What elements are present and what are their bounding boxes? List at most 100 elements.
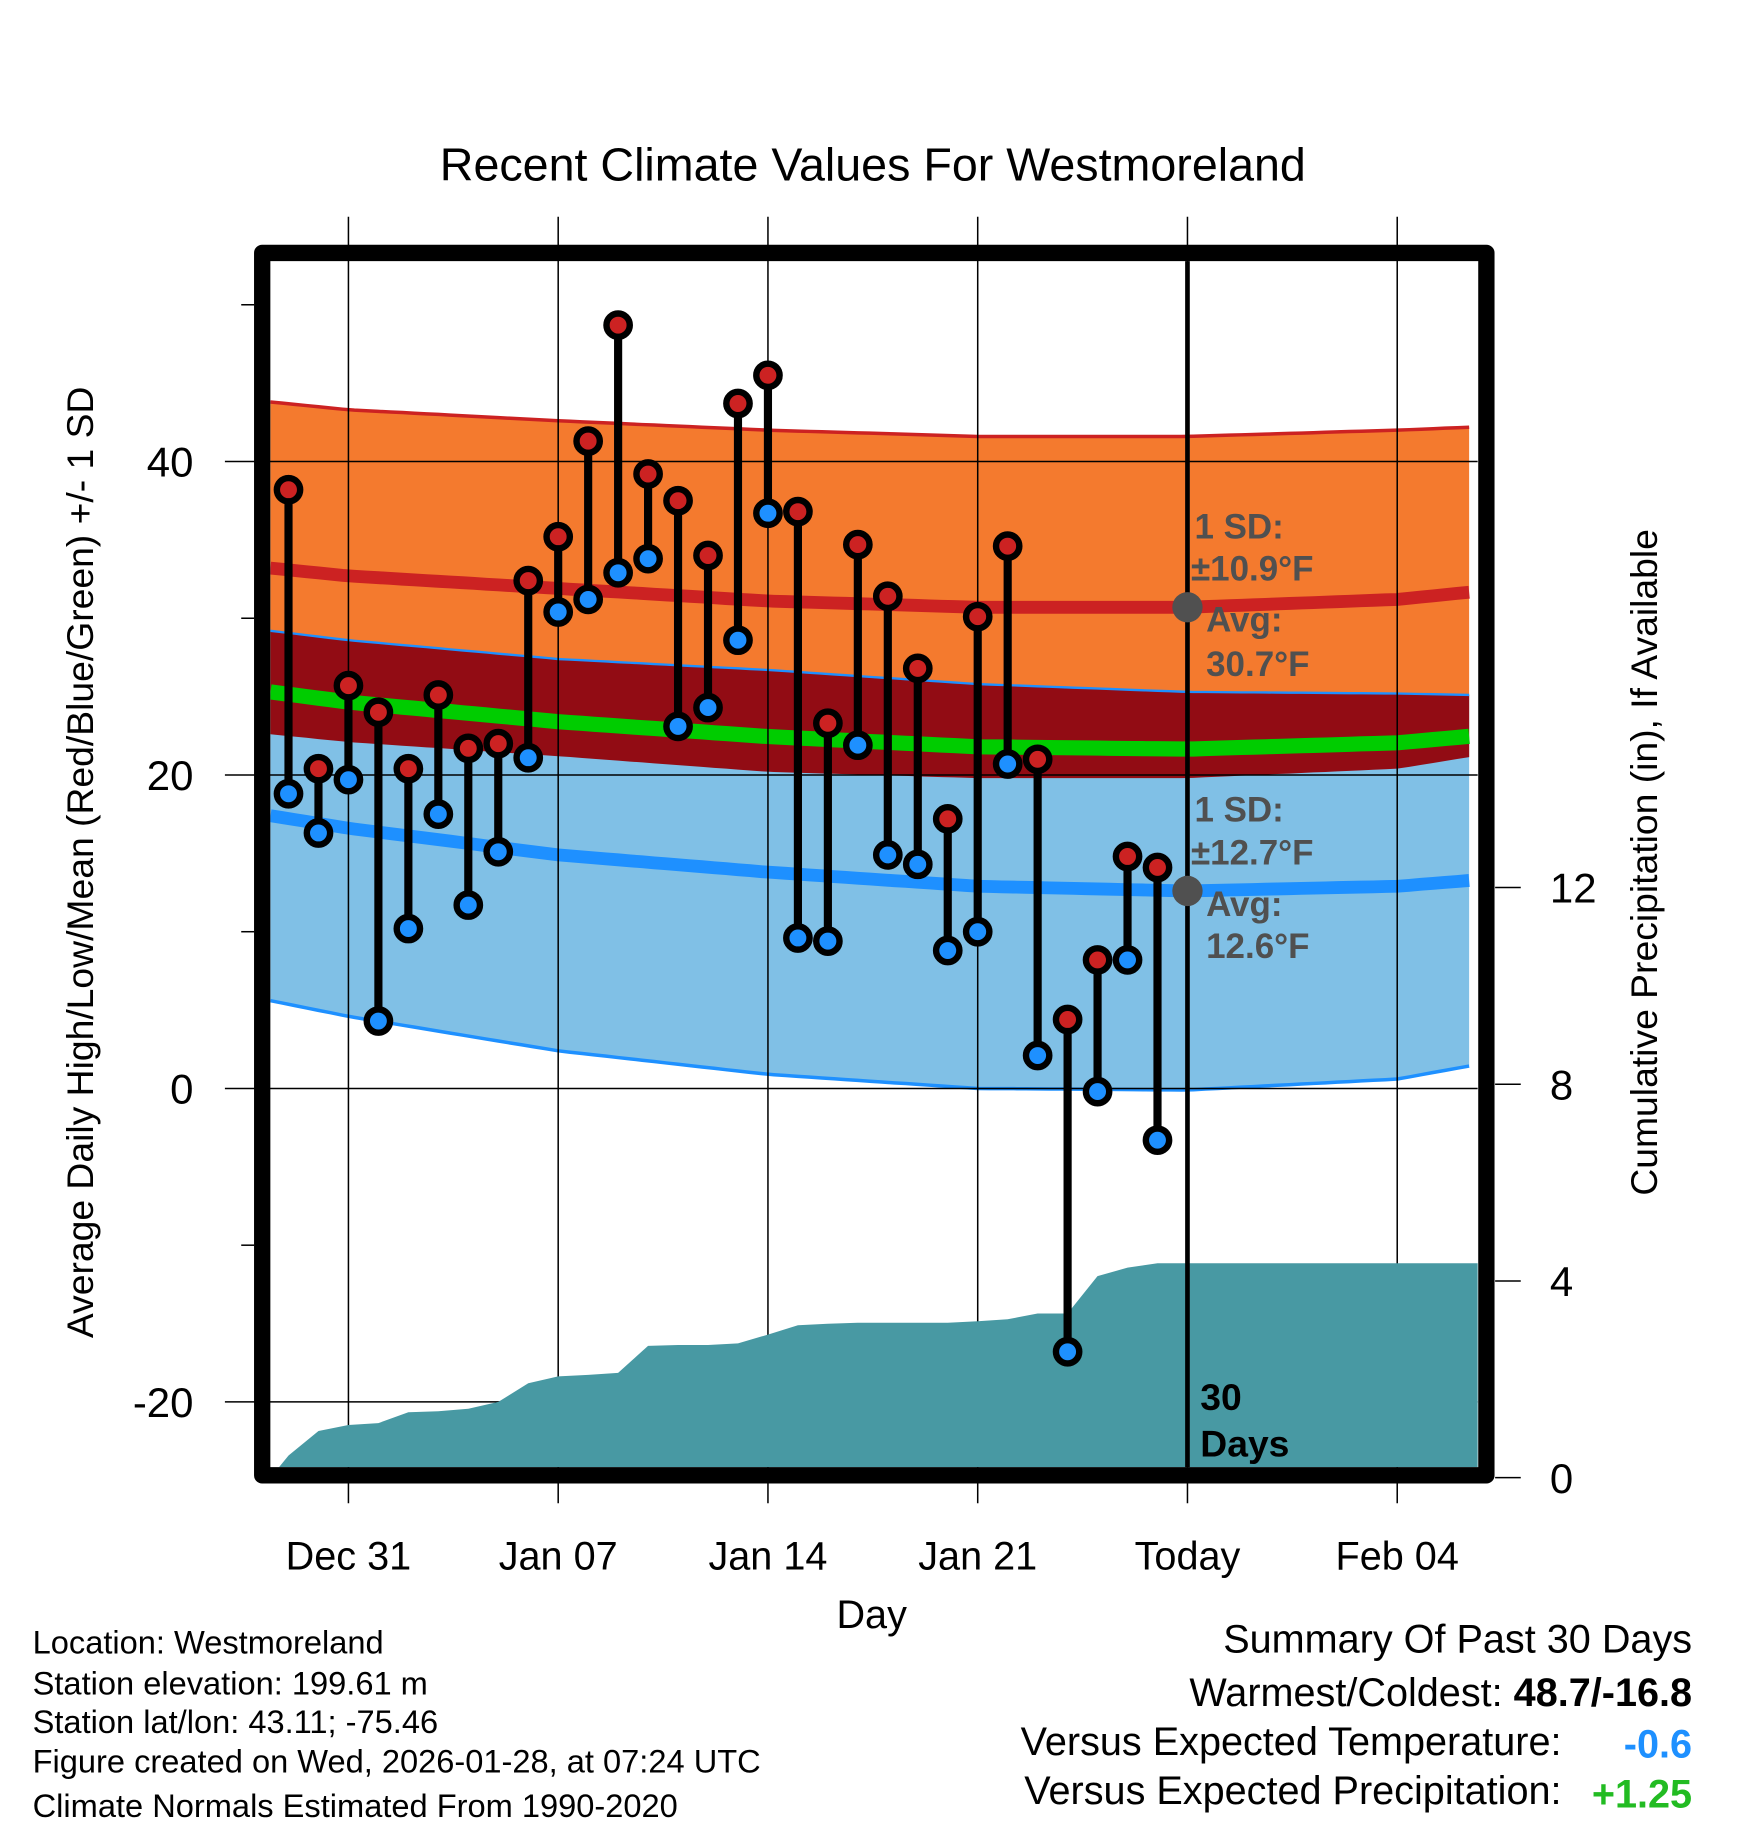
- x-tick-label: Jan 21: [918, 1535, 1037, 1579]
- y-tick-label: 20: [147, 752, 194, 799]
- low-point: [1112, 945, 1143, 975]
- low-point: [453, 890, 484, 920]
- high-point: [872, 581, 903, 612]
- high-avg-label: Avg:: [1206, 601, 1282, 640]
- y-tick-label: 0: [170, 1066, 193, 1113]
- high-point: [1022, 744, 1053, 775]
- low-point: [423, 799, 454, 830]
- low-point: [1082, 1076, 1113, 1107]
- high-average-line: [270, 561, 1470, 614]
- low-upper-sd-line: [270, 629, 1470, 697]
- temp-label: Versus Expected Temperature:: [1021, 1720, 1562, 1764]
- x-axis-label: Day: [836, 1593, 907, 1637]
- y2-tick-label: 4: [1550, 1258, 1573, 1305]
- low-point: [663, 711, 693, 742]
- location-text: Location: Westmoreland: [33, 1624, 384, 1661]
- low-point: [783, 923, 813, 953]
- low-point: [483, 836, 514, 867]
- high-point: [962, 601, 993, 632]
- high-point: [573, 426, 604, 456]
- precip-value: +1.25: [1592, 1772, 1692, 1816]
- y2-tick-label: 0: [1550, 1455, 1573, 1502]
- low-point: [603, 557, 633, 588]
- high-avg-value: 30.7°F: [1206, 645, 1309, 684]
- precip-label: Versus Expected Precipitation:: [1024, 1769, 1561, 1813]
- summary: Summary Of Past 30 Days Warmest/Coldest:…: [1021, 1617, 1692, 1816]
- low-avg-value: 12.6°F: [1206, 927, 1309, 966]
- low-point: [962, 916, 993, 947]
- high-point: [363, 697, 394, 728]
- high-point: [1142, 852, 1173, 883]
- high-point: [842, 529, 873, 560]
- temp-value: -0.6: [1624, 1722, 1692, 1766]
- high-average-marker: [1172, 592, 1203, 623]
- high-point: [1082, 945, 1113, 975]
- y-tick-label: 40: [147, 439, 194, 486]
- warmest-value: 48.7/-16.8: [1514, 1671, 1692, 1715]
- high-point: [1112, 841, 1143, 872]
- high-point: [813, 708, 843, 739]
- high-point: [992, 531, 1023, 561]
- high-point: [753, 360, 783, 391]
- low-point: [813, 926, 843, 956]
- low-point: [393, 913, 424, 944]
- high-point: [303, 753, 334, 784]
- period-unit: Days: [1200, 1423, 1289, 1465]
- high-point: [513, 565, 544, 596]
- low-point: [273, 778, 304, 809]
- low-point: [723, 625, 753, 656]
- low-point: [333, 764, 364, 795]
- high-point: [543, 521, 574, 552]
- y2-tick-label: 8: [1550, 1061, 1573, 1108]
- high-point: [932, 804, 963, 834]
- high-point: [483, 728, 514, 759]
- high-point: [723, 388, 753, 419]
- elevation-text: Station elevation: 199.61 m: [33, 1664, 428, 1701]
- high-point: [273, 474, 304, 505]
- latlon-text: Station lat/lon: 43.11; -75.46: [33, 1703, 438, 1740]
- high-upper-sd-line: [270, 400, 1470, 439]
- period-number: 30: [1200, 1376, 1241, 1418]
- x-tick-label: Feb 04: [1336, 1535, 1459, 1579]
- low-point: [753, 498, 783, 529]
- low-point: [1052, 1336, 1083, 1367]
- high-point: [693, 540, 723, 571]
- high-point: [453, 733, 484, 764]
- x-tick-label: Dec 31: [286, 1535, 412, 1579]
- high-point: [663, 485, 693, 516]
- low-average-marker: [1172, 875, 1203, 907]
- x-tick-label: Today: [1135, 1535, 1241, 1579]
- x-tick-label: Jan 14: [708, 1535, 827, 1579]
- y2-tick-label: 12: [1550, 865, 1597, 912]
- high-point: [333, 670, 364, 701]
- warmest-label: Warmest/Coldest:: [1189, 1671, 1513, 1715]
- summary-title: Summary Of Past 30 Days: [1223, 1617, 1692, 1661]
- low-point: [693, 692, 723, 723]
- high-sd-value: ±10.9°F: [1191, 549, 1314, 588]
- high-point: [423, 680, 454, 710]
- low-point: [363, 1006, 394, 1036]
- low-avg-label: Avg:: [1206, 885, 1282, 924]
- low-point: [1142, 1125, 1173, 1156]
- warmest-coldest-line: Warmest/Coldest: 48.7/-16.8: [1189, 1671, 1692, 1715]
- low-point: [1022, 1040, 1053, 1071]
- high-sd-label: 1 SD:: [1194, 507, 1283, 546]
- low-lower-sd-line: [270, 998, 1470, 1092]
- low-point: [992, 749, 1023, 779]
- y-tick-label: -20: [133, 1379, 194, 1426]
- low-point: [513, 742, 544, 773]
- high-point: [783, 496, 813, 527]
- low-sd-value: ±12.7°F: [1191, 834, 1314, 873]
- station-info: Location: Westmoreland Station elevation…: [33, 1624, 761, 1824]
- normals-text: Climate Normals Estimated From 1990-2020: [33, 1787, 678, 1824]
- high-point: [633, 459, 663, 489]
- low-point: [902, 849, 933, 880]
- high-point: [603, 310, 633, 340]
- low-point: [842, 730, 873, 761]
- low-point: [932, 935, 963, 966]
- created-text: Figure created on Wed, 2026-01-28, at 07…: [33, 1743, 761, 1780]
- high-point: [393, 753, 424, 784]
- chart-title: Recent Climate Values For Westmoreland: [440, 139, 1306, 191]
- y2-axis-label: Cumulative Precipitation (in), If Availa…: [1623, 529, 1665, 1196]
